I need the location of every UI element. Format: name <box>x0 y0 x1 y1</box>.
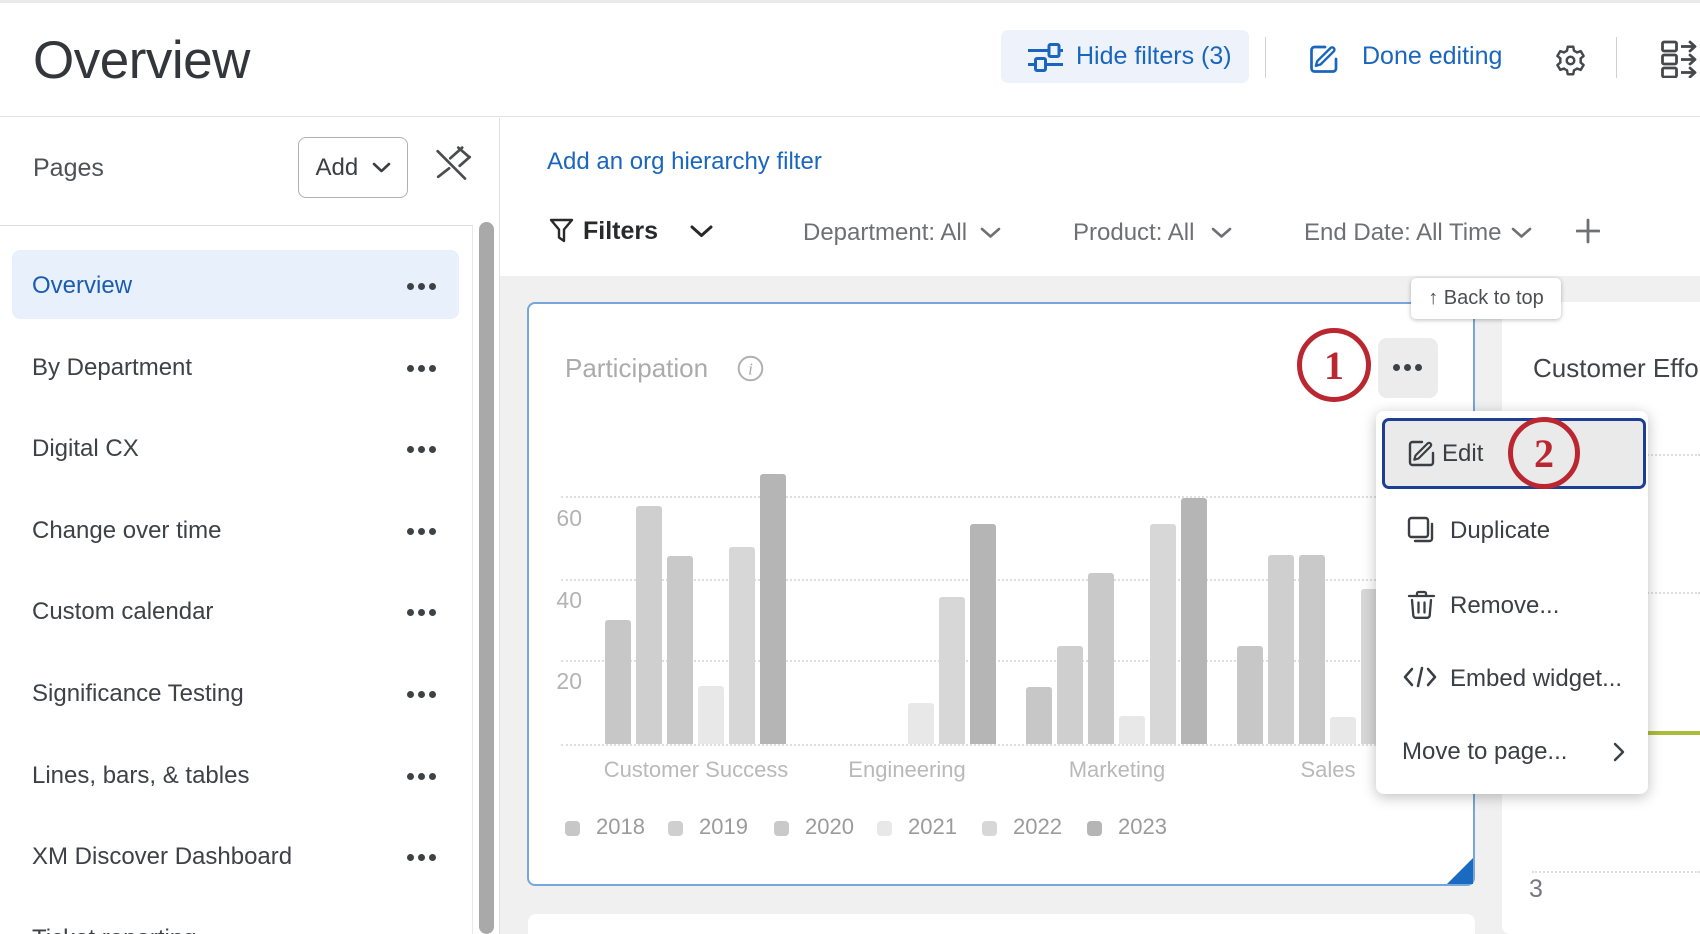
svg-text:i: i <box>748 360 753 379</box>
